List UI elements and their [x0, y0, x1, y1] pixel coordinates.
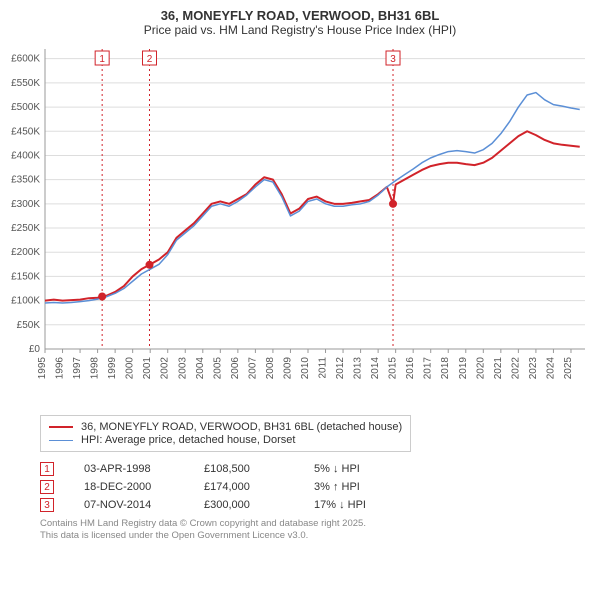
svg-text:2014: 2014: [370, 357, 381, 380]
price-chart: £0 £50K £100K £150K £200K £250K £300K £350K £400…: [0, 39, 600, 409]
sale-row: 3 07-NOV-2014 £300,000 17% ↓ HPI: [40, 498, 590, 512]
svg-text:3: 3: [390, 54, 396, 65]
svg-text:£0: £0: [29, 344, 41, 355]
legend-swatch: [49, 426, 73, 428]
svg-text:£250K: £250K: [11, 223, 40, 234]
svg-text:1998: 1998: [90, 357, 101, 380]
svg-text:2016: 2016: [405, 357, 416, 380]
svg-text:2025: 2025: [563, 357, 574, 380]
sale-date: 07-NOV-2014: [84, 499, 174, 511]
license-note: Contains HM Land Registry data © Crown c…: [40, 518, 590, 543]
svg-text:1999: 1999: [107, 357, 118, 380]
svg-text:2007: 2007: [247, 357, 258, 380]
sale-row: 2 18-DEC-2000 £174,000 3% ↑ HPI: [40, 480, 590, 494]
svg-text:£50K: £50K: [17, 320, 41, 331]
svg-text:2000: 2000: [125, 357, 136, 380]
svg-text:2003: 2003: [177, 357, 188, 380]
chart-title: 36, MONEYFLY ROAD, VERWOOD, BH31 6BL Pri…: [0, 0, 600, 39]
sale-diff: 5% ↓ HPI: [314, 463, 424, 475]
legend-row: HPI: Average price, detached house, Dors…: [49, 434, 402, 446]
sale-date: 03-APR-1998: [84, 463, 174, 475]
svg-text:2010: 2010: [300, 357, 311, 380]
sales-table: 1 03-APR-1998 £108,500 5% ↓ HPI 2 18-DEC-2000…: [40, 462, 590, 512]
svg-text:2022: 2022: [510, 357, 521, 380]
svg-text:£500K: £500K: [11, 102, 40, 113]
sale-row: 1 03-APR-1998 £108,500 5% ↓ HPI: [40, 462, 590, 476]
svg-text:2009: 2009: [282, 357, 293, 380]
svg-text:2020: 2020: [475, 357, 486, 380]
svg-text:2013: 2013: [353, 357, 364, 380]
svg-text:£350K: £350K: [11, 175, 40, 186]
svg-text:2019: 2019: [458, 357, 469, 380]
svg-text:2006: 2006: [230, 357, 241, 380]
svg-text:£200K: £200K: [11, 247, 40, 258]
svg-text:2005: 2005: [212, 357, 223, 380]
legend-label: 36, MONEYFLY ROAD, VERWOOD, BH31 6BL (de…: [81, 421, 402, 433]
svg-text:£400K: £400K: [11, 150, 40, 161]
sale-diff: 17% ↓ HPI: [314, 499, 424, 511]
svg-text:1995: 1995: [37, 357, 48, 380]
sale-diff: 3% ↑ HPI: [314, 481, 424, 493]
svg-text:2012: 2012: [335, 357, 346, 380]
svg-text:2021: 2021: [493, 357, 504, 380]
legend-swatch: [49, 440, 73, 441]
svg-text:£150K: £150K: [11, 271, 40, 282]
sale-marker: 2: [40, 480, 54, 494]
legend: 36, MONEYFLY ROAD, VERWOOD, BH31 6BL (de…: [40, 415, 411, 452]
svg-text:2024: 2024: [545, 357, 556, 380]
legend-row: 36, MONEYFLY ROAD, VERWOOD, BH31 6BL (de…: [49, 421, 402, 433]
svg-text:£600K: £600K: [11, 54, 40, 65]
svg-text:1997: 1997: [72, 357, 83, 380]
license-line1: Contains HM Land Registry data © Crown c…: [40, 518, 590, 530]
legend-label: HPI: Average price, detached house, Dors…: [81, 434, 295, 446]
svg-text:2017: 2017: [423, 357, 434, 380]
svg-text:2002: 2002: [160, 357, 171, 380]
svg-text:2001: 2001: [142, 357, 153, 380]
svg-text:2011: 2011: [318, 357, 329, 379]
chart-svg: £0 £50K £100K £150K £200K £250K £300K £350K £400…: [0, 39, 600, 409]
svg-text:£100K: £100K: [11, 296, 40, 307]
svg-text:2: 2: [147, 54, 153, 65]
svg-text:2018: 2018: [440, 357, 451, 380]
svg-text:£300K: £300K: [11, 199, 40, 210]
sale-date: 18-DEC-2000: [84, 481, 174, 493]
license-line2: This data is licensed under the Open Gov…: [40, 530, 590, 542]
title-line1: 36, MONEYFLY ROAD, VERWOOD, BH31 6BL: [0, 8, 600, 23]
svg-text:2008: 2008: [265, 357, 276, 380]
sale-price: £300,000: [204, 499, 284, 511]
sale-price: £108,500: [204, 463, 284, 475]
svg-text:2023: 2023: [528, 357, 539, 380]
svg-text:2004: 2004: [195, 357, 206, 380]
sale-marker: 1: [40, 462, 54, 476]
svg-text:£450K: £450K: [11, 126, 40, 137]
sale-marker: 3: [40, 498, 54, 512]
svg-text:1: 1: [99, 54, 105, 65]
sale-price: £174,000: [204, 481, 284, 493]
svg-text:1996: 1996: [55, 357, 66, 380]
svg-text:2015: 2015: [388, 357, 399, 380]
title-line2: Price paid vs. HM Land Registry's House …: [0, 23, 600, 37]
svg-text:£550K: £550K: [11, 78, 40, 89]
